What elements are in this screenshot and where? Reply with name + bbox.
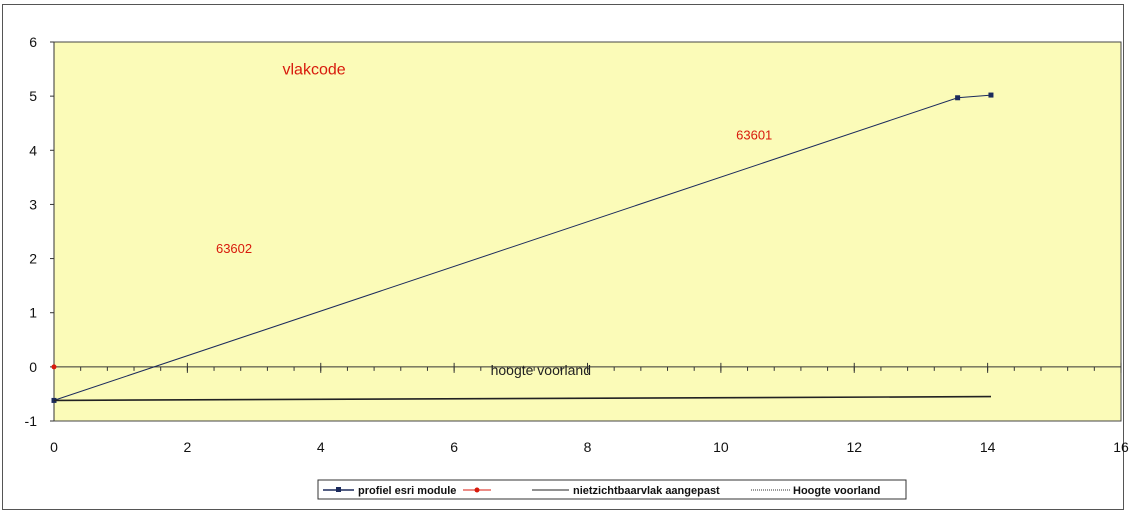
legend-label-profiel: profiel esri module [358, 485, 456, 497]
y-tick-label: 6 [29, 34, 37, 50]
annotation-63601: 63601 [736, 127, 772, 142]
y-tick-label: 5 [29, 88, 37, 104]
legend-label-nietzichtbaar: nietzichtbaarvlak aangepast [573, 485, 720, 497]
data-point-marker [51, 364, 57, 370]
y-tick-label: 1 [29, 305, 37, 321]
annotation-vlakcode: vlakcode [283, 61, 346, 78]
legend: profiel esri module nietzichtbaarvlak aa… [317, 479, 907, 500]
y-tick-label: 0 [29, 359, 37, 375]
x-tick-label: 8 [584, 439, 592, 455]
x-tick-label: 2 [183, 439, 191, 455]
y-tick-label: -1 [25, 413, 38, 429]
data-point-marker [955, 95, 961, 101]
series-line-2 [53, 395, 992, 402]
plot-area [53, 41, 1122, 422]
y-tick-label: 4 [29, 142, 37, 158]
legend-label-hoogte: Hoogte voorland [793, 485, 880, 497]
legend-marker-red [474, 487, 480, 493]
x-tick-label: 4 [317, 439, 325, 455]
annotation-63602: 63602 [216, 241, 252, 256]
legend-marker-profiel [336, 487, 341, 492]
legend-box [317, 479, 907, 500]
series-layer [51, 92, 994, 403]
y-tick-label: 2 [29, 251, 37, 267]
x-tick-label: 16 [1113, 439, 1129, 455]
x-tick-label: 10 [713, 439, 729, 455]
y-tick-label: 3 [29, 196, 37, 212]
x-tick-label: 12 [846, 439, 862, 455]
data-point-marker [51, 397, 57, 403]
annotation-hoogte-voorland: hoogte voorland [491, 362, 591, 378]
x-tick-label: 0 [50, 439, 58, 455]
x-tick-label: 6 [450, 439, 458, 455]
annotation-layer: vlakcode 63601 63602 hoogte voorland [216, 61, 772, 377]
x-tick-label: 14 [980, 439, 996, 455]
data-point-marker [988, 92, 994, 98]
